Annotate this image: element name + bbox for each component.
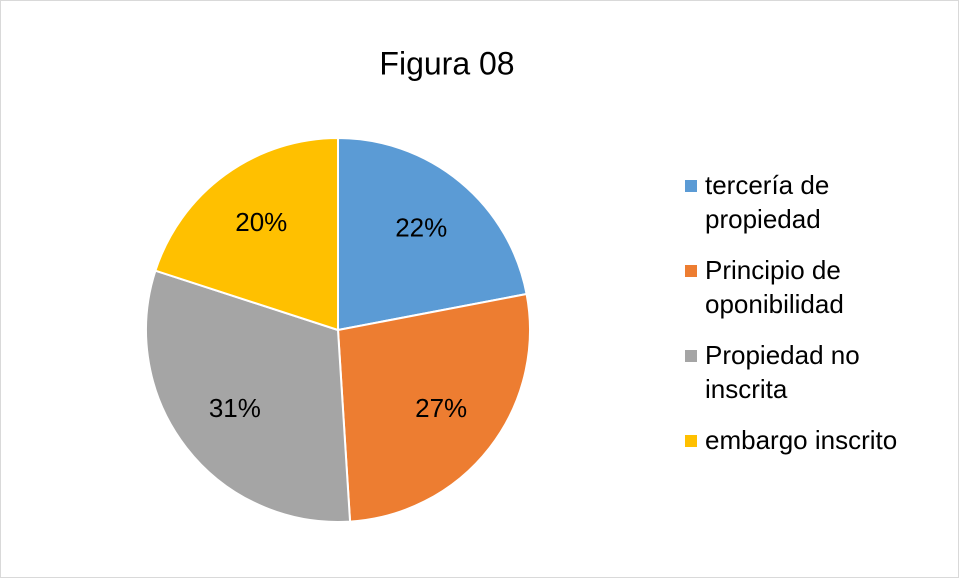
legend-item: Principio de oponibilidad [685,253,930,321]
legend-swatch [685,435,697,447]
legend-label: tercería de propiedad [705,170,830,234]
pie-slice [145,269,352,523]
legend-item: Propiedad no inscrita [685,338,930,406]
legend-label: Principio de oponibilidad [705,255,844,319]
legend-label: embargo inscrito [705,425,898,455]
pie-slice [336,292,531,523]
legend-label: Propiedad no inscrita [705,340,860,404]
pie-slice [337,136,528,332]
legend-item: embargo inscrito [685,423,930,457]
legend: tercería de propiedad Principio de oponib… [685,168,930,474]
legend-swatch [685,180,697,192]
chart-title: Figura 08 [379,45,514,81]
data-label: 22% [395,212,447,242]
data-label: 20% [235,207,287,237]
legend-swatch [685,265,697,277]
pie-slice [154,136,339,332]
data-label: 27% [415,393,467,423]
data-label: 31% [209,393,261,423]
legend-item: tercería de propiedad [685,168,930,236]
legend-swatch [685,350,697,362]
